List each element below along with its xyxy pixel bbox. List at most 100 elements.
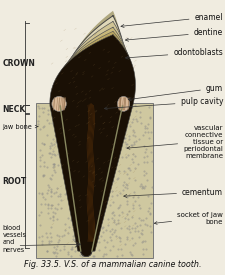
- Ellipse shape: [52, 96, 66, 111]
- Point: [90, 183, 94, 188]
- Point: [74, 223, 78, 227]
- Point: [56, 194, 59, 198]
- Text: odontoblasts: odontoblasts: [125, 48, 222, 59]
- Point: [123, 184, 127, 189]
- Point: [42, 142, 46, 147]
- Point: [124, 126, 128, 130]
- Point: [120, 188, 124, 192]
- Point: [54, 140, 57, 145]
- Polygon shape: [63, 11, 123, 257]
- Point: [99, 115, 102, 119]
- Point: [111, 154, 115, 158]
- Point: [94, 229, 97, 233]
- Point: [146, 130, 149, 134]
- Point: [87, 195, 90, 199]
- Point: [40, 125, 44, 129]
- Point: [63, 112, 66, 117]
- Point: [149, 150, 153, 155]
- Point: [82, 224, 85, 228]
- Point: [112, 123, 115, 128]
- Text: cementum: cementum: [123, 188, 222, 197]
- Point: [50, 173, 53, 177]
- Point: [57, 233, 61, 238]
- Point: [38, 164, 42, 168]
- Point: [40, 153, 44, 157]
- Point: [60, 233, 63, 238]
- Point: [58, 192, 61, 196]
- Point: [51, 112, 54, 117]
- Text: jaw bone: jaw bone: [2, 123, 38, 130]
- Point: [73, 249, 76, 253]
- Point: [141, 160, 145, 164]
- Text: NECK: NECK: [2, 105, 25, 114]
- Point: [90, 162, 93, 166]
- Point: [50, 143, 54, 147]
- Point: [68, 143, 72, 147]
- Point: [123, 241, 126, 246]
- Polygon shape: [52, 31, 133, 257]
- Point: [116, 176, 119, 180]
- Point: [77, 105, 81, 109]
- Point: [66, 250, 70, 254]
- Point: [144, 170, 147, 175]
- Point: [124, 145, 127, 149]
- Point: [49, 190, 53, 194]
- Point: [101, 110, 104, 114]
- Point: [85, 192, 89, 197]
- Point: [113, 228, 116, 232]
- Point: [66, 251, 70, 256]
- Point: [37, 106, 40, 110]
- Text: CROWN: CROWN: [2, 59, 35, 68]
- Point: [102, 177, 106, 181]
- Point: [124, 226, 128, 230]
- Point: [80, 120, 84, 124]
- Point: [132, 221, 136, 226]
- Point: [40, 241, 44, 246]
- Point: [104, 152, 107, 156]
- Point: [115, 145, 119, 149]
- Point: [117, 239, 121, 243]
- Point: [85, 160, 89, 165]
- Point: [114, 233, 117, 238]
- Point: [81, 122, 85, 126]
- Point: [78, 237, 81, 242]
- Point: [140, 232, 144, 236]
- Point: [104, 251, 107, 256]
- Point: [124, 155, 127, 160]
- Point: [70, 205, 74, 210]
- Point: [130, 226, 134, 230]
- Point: [58, 198, 62, 202]
- Point: [124, 142, 128, 146]
- Point: [109, 232, 113, 236]
- Point: [46, 111, 50, 116]
- Point: [50, 206, 53, 210]
- Point: [47, 241, 51, 246]
- Point: [112, 220, 116, 224]
- Point: [124, 235, 128, 239]
- Point: [114, 103, 117, 107]
- Point: [68, 195, 71, 199]
- Point: [42, 172, 46, 177]
- Point: [74, 104, 78, 108]
- Point: [49, 140, 53, 145]
- Point: [105, 154, 108, 158]
- Point: [46, 183, 49, 187]
- Point: [120, 134, 124, 139]
- Point: [85, 155, 88, 160]
- Point: [131, 190, 135, 194]
- Point: [127, 230, 131, 234]
- Point: [127, 124, 131, 128]
- Point: [67, 225, 71, 230]
- Point: [64, 183, 68, 188]
- Point: [129, 143, 133, 148]
- Point: [143, 147, 147, 151]
- Point: [55, 207, 58, 211]
- Point: [92, 172, 96, 177]
- Point: [79, 243, 82, 248]
- Point: [73, 161, 77, 165]
- Point: [87, 188, 91, 192]
- Point: [63, 227, 67, 232]
- Point: [66, 216, 70, 220]
- Point: [145, 209, 149, 213]
- Point: [108, 144, 112, 148]
